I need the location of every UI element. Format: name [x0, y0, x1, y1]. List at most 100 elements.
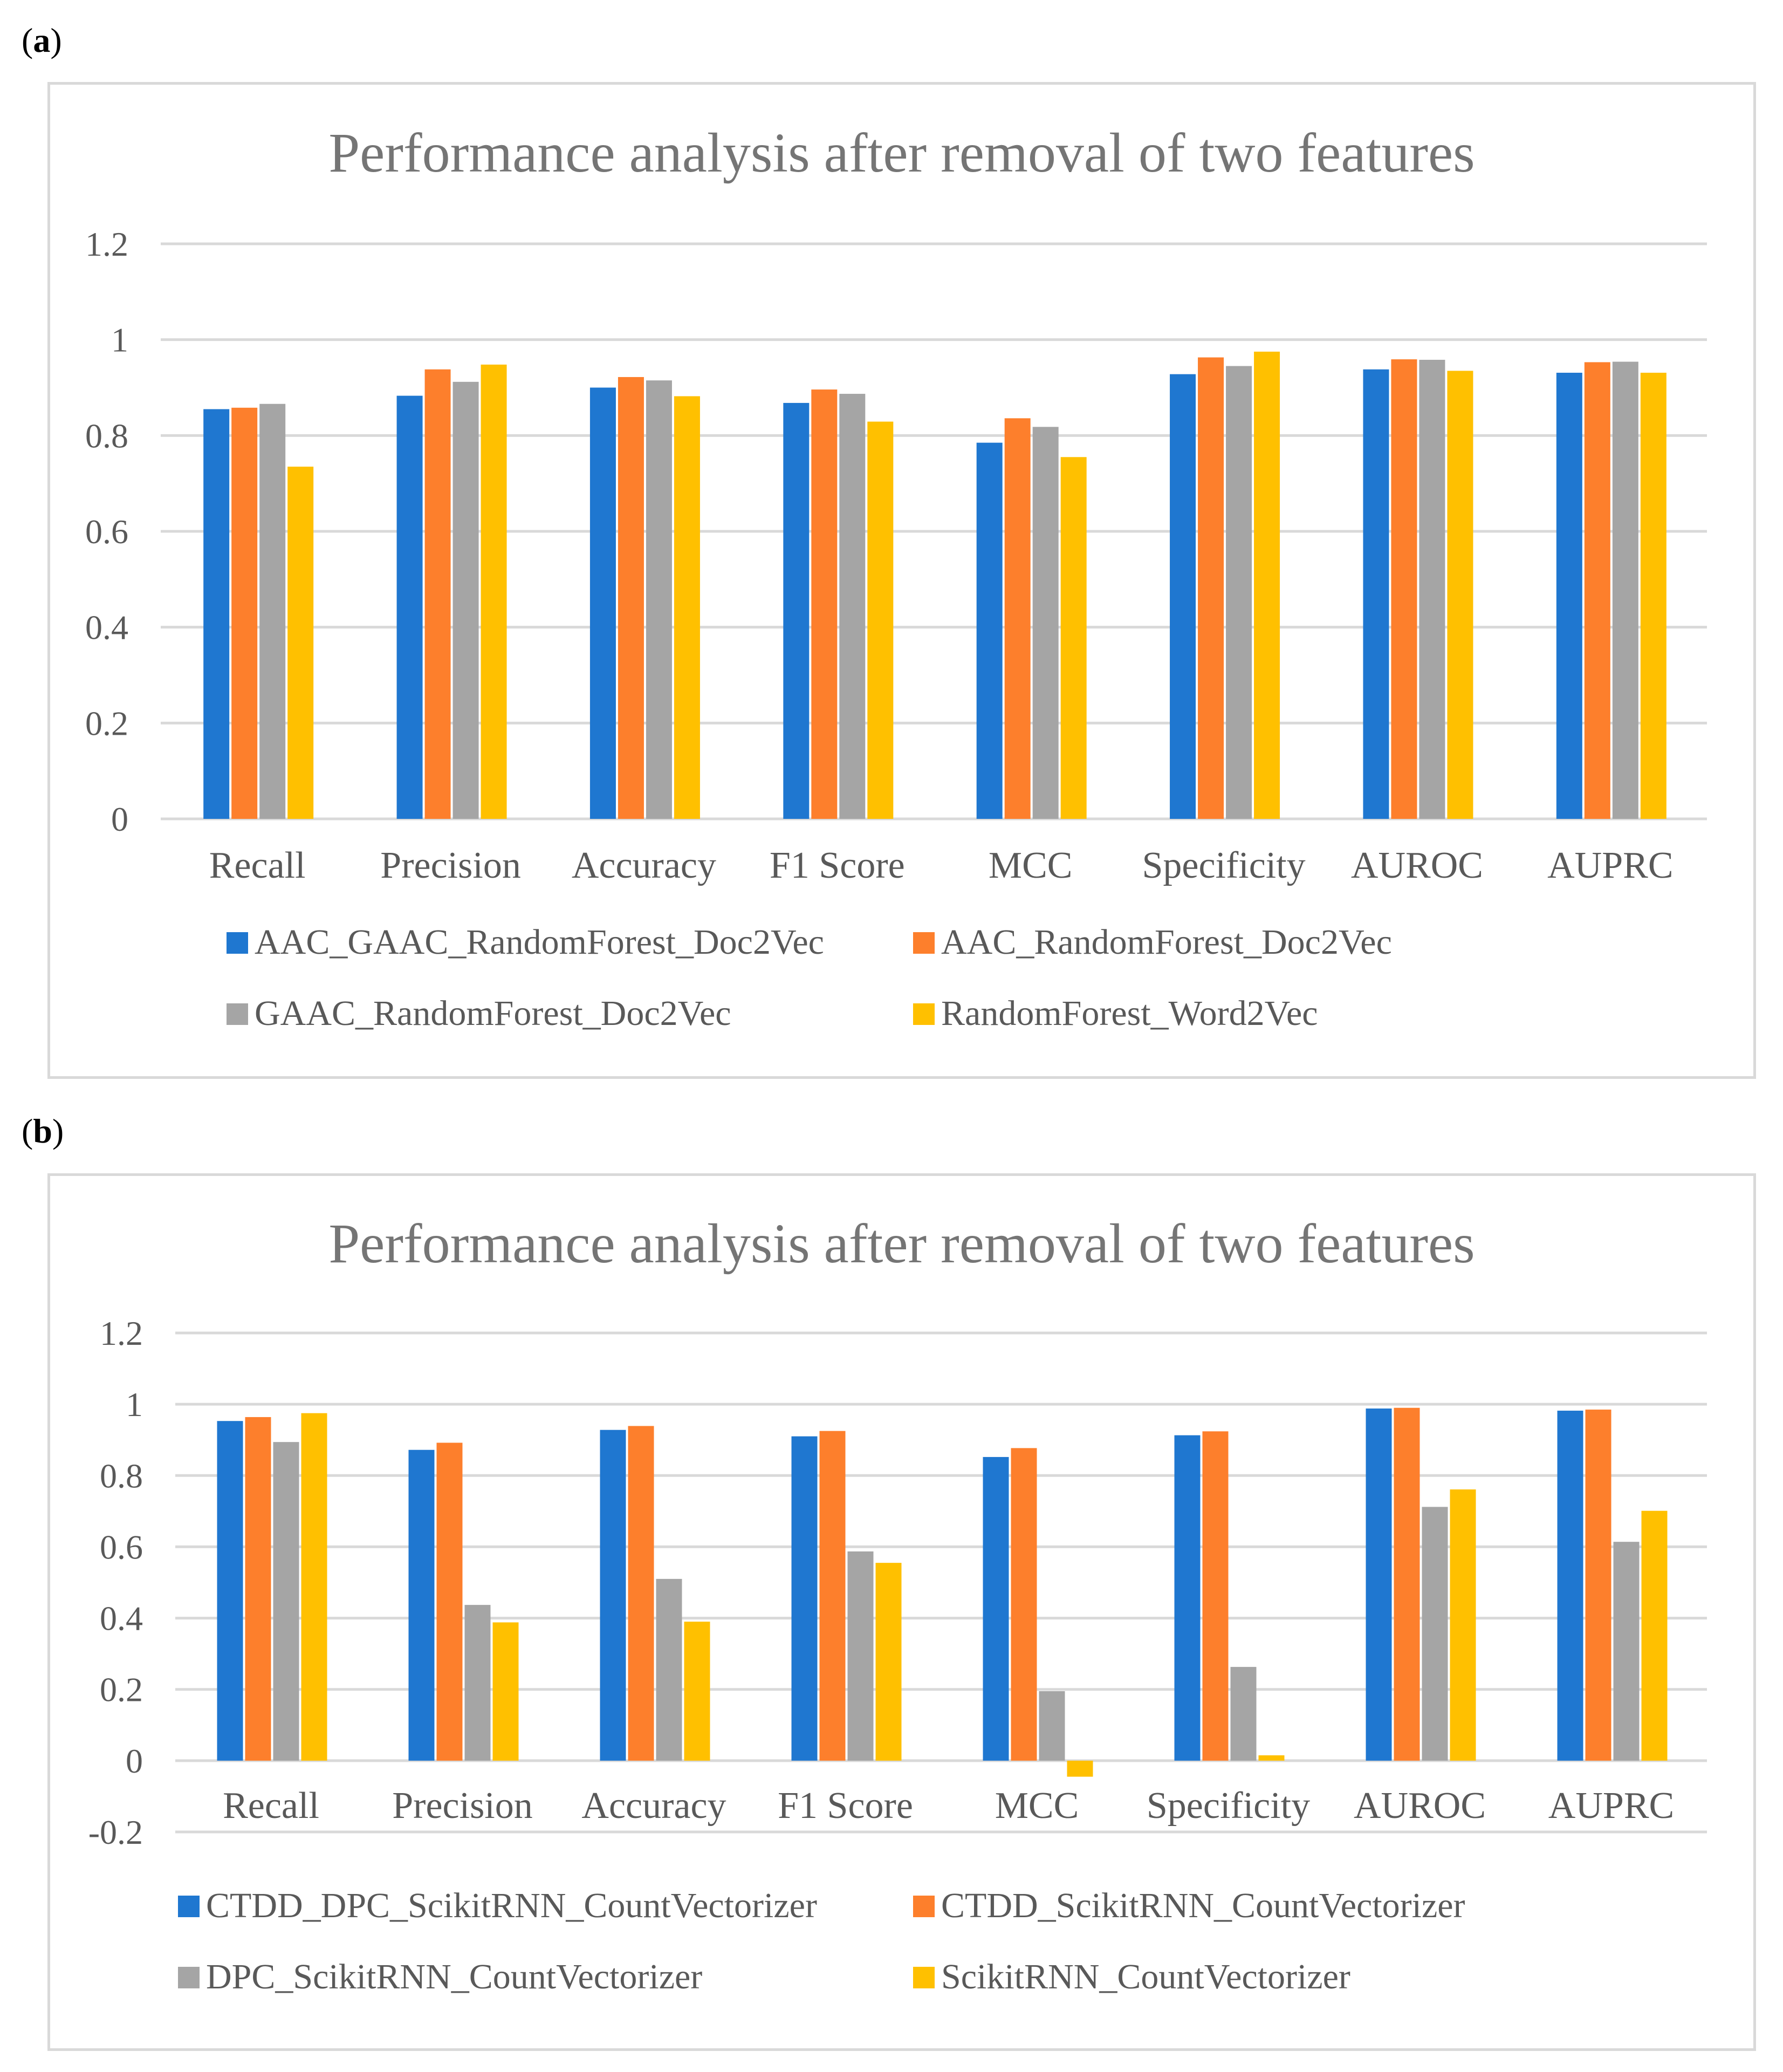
chart-a-bar-AAC_RandomForest_Doc2Vec-AUROC — [1391, 359, 1417, 819]
chart-a-bar-AAC_GAAC_RandomForest_Doc2Vec-Precision — [396, 395, 423, 819]
chart-a-legend-label: RandomForest_Word2Vec — [941, 994, 1318, 1033]
chart-b-legend-swatch — [913, 1967, 935, 1988]
chart-b-y-tick-label: 0.2 — [100, 1671, 143, 1709]
chart-a-bar-RandomForest_Word2Vec-AUROC — [1447, 371, 1473, 819]
chart-b-bar-CTDD_DPC_ScikitRNN_CountVectorizer-AUPRC — [1557, 1411, 1583, 1761]
chart-a-bar-GAAC_RandomForest_Doc2Vec-Recall — [259, 404, 286, 819]
chart-a-bar-AAC_GAAC_RandomForest_Doc2Vec-Specificity — [1170, 374, 1196, 819]
chart-a-bar-AAC_GAAC_RandomForest_Doc2Vec-Accuracy — [589, 387, 616, 819]
chart-a-bar-AAC_RandomForest_Doc2Vec-AUPRC — [1584, 362, 1610, 819]
chart-a-bar-GAAC_RandomForest_Doc2Vec-AUROC — [1419, 359, 1445, 819]
chart-a-bar-GAAC_RandomForest_Doc2Vec-AUPRC — [1612, 361, 1638, 819]
chart-a-x-category-label: Accuracy — [572, 845, 716, 886]
panel-a-label: (a) — [22, 20, 62, 60]
panel-b-label: (b) — [22, 1111, 64, 1151]
chart-a-bar-AAC_GAAC_RandomForest_Doc2Vec-AUROC — [1363, 369, 1389, 819]
chart-b-x-category-label: AUROC — [1354, 1785, 1486, 1827]
chart-b-bar-DPC_ScikitRNN_CountVectorizer-Specificity — [1230, 1667, 1257, 1761]
chart-a-bar-GAAC_RandomForest_Doc2Vec-Precision — [452, 381, 479, 819]
chart-b-bar-ScikitRNN_CountVectorizer-Accuracy — [684, 1622, 710, 1761]
chart-a-legend-label: AAC_RandomForest_Doc2Vec — [941, 922, 1392, 962]
chart-b-x-category-label: Specificity — [1147, 1785, 1310, 1827]
chart-a-bar-RandomForest_Word2Vec-MCC — [1060, 457, 1087, 819]
chart-b-bar-ScikitRNN_CountVectorizer-MCC — [1067, 1760, 1093, 1777]
chart-b-y-tick-label: 0.8 — [100, 1456, 143, 1495]
chart-b-bar-ScikitRNN_CountVectorizer-AUROC — [1450, 1489, 1476, 1761]
chart-a-bar-RandomForest_Word2Vec-AUPRC — [1640, 372, 1667, 819]
chart-b-legend-swatch — [178, 1896, 200, 1917]
chart-a-y-tick-label: 0.2 — [85, 704, 128, 742]
chart-b-bar-ScikitRNN_CountVectorizer-Recall — [301, 1413, 327, 1761]
chart-b-bar-ScikitRNN_CountVectorizer-Specificity — [1258, 1755, 1285, 1761]
chart-b-bar-CTDD_ScikitRNN_CountVectorizer-Recall — [245, 1417, 271, 1761]
panel-b-label-open: ( — [22, 1112, 33, 1150]
panel-a-label-close: ) — [50, 21, 62, 59]
chart-b-y-tick-label: -0.2 — [88, 1813, 143, 1851]
chart-a-y-tick-label: 0.4 — [85, 608, 128, 647]
chart-b-bar-CTDD_DPC_ScikitRNN_CountVectorizer-Recall — [217, 1421, 243, 1761]
chart-a-bar-AAC_RandomForest_Doc2Vec-Specificity — [1198, 357, 1224, 819]
chart-a-bar-AAC_RandomForest_Doc2Vec-Recall — [231, 407, 258, 819]
chart-b-legend-swatch — [178, 1967, 200, 1988]
panel-b-label-close: ) — [52, 1112, 64, 1150]
chart-b-bar-DPC_ScikitRNN_CountVectorizer-Recall — [273, 1442, 299, 1761]
chart-a-legend-swatch — [913, 1003, 935, 1025]
chart-a-bar-AAC_RandomForest_Doc2Vec-Accuracy — [618, 377, 644, 819]
chart-b-legend-label: ScikitRNN_CountVectorizer — [941, 1957, 1350, 1996]
chart-a-bar-GAAC_RandomForest_Doc2Vec-MCC — [1032, 427, 1059, 819]
chart-b-bar-ScikitRNN_CountVectorizer-Precision — [492, 1622, 519, 1761]
chart-a-bar-AAC_GAAC_RandomForest_Doc2Vec-MCC — [976, 442, 1003, 819]
chart-a-x-category-label: AUROC — [1351, 845, 1483, 886]
chart-b-bar-CTDD_DPC_ScikitRNN_CountVectorizer-F1-Score — [791, 1436, 818, 1761]
chart-a-y-tick-label: 0.8 — [85, 416, 128, 455]
chart-b-legend-label: CTDD_DPC_ScikitRNN_CountVectorizer — [206, 1886, 817, 1925]
chart-a-bar-AAC_RandomForest_Doc2Vec-MCC — [1004, 418, 1031, 819]
chart-b-bar-CTDD_DPC_ScikitRNN_CountVectorizer-AUROC — [1366, 1408, 1392, 1761]
chart-b-bar-DPC_ScikitRNN_CountVectorizer-AUPRC — [1613, 1542, 1640, 1761]
chart-a-bar-AAC_RandomForest_Doc2Vec-Precision — [424, 369, 451, 819]
chart-a-y-tick-label: 0 — [111, 800, 128, 838]
chart-a-bar-RandomForest_Word2Vec-F1-Score — [867, 421, 894, 819]
chart-a-bar-GAAC_RandomForest_Doc2Vec-Accuracy — [646, 380, 672, 819]
chart-b-x-category-label: Precision — [392, 1785, 533, 1827]
chart-a-bar-AAC_RandomForest_Doc2Vec-F1-Score — [811, 389, 838, 819]
chart-a-bar-RandomForest_Word2Vec-Accuracy — [674, 396, 700, 819]
chart-b-bar-CTDD_DPC_ScikitRNN_CountVectorizer-MCC — [983, 1456, 1009, 1761]
chart-a-y-tick-label: 1.2 — [85, 225, 128, 263]
chart-b-legend-label: DPC_ScikitRNN_CountVectorizer — [206, 1957, 702, 1996]
chart-b-x-category-label: AUPRC — [1548, 1785, 1674, 1827]
chart-b-x-category-label: Recall — [223, 1785, 319, 1827]
chart-b-bar-ScikitRNN_CountVectorizer-AUPRC — [1641, 1510, 1668, 1761]
chart-b-x-category-label: F1 Score — [778, 1785, 913, 1827]
chart-b-bar-CTDD_ScikitRNN_CountVectorizer-Accuracy — [628, 1426, 654, 1761]
chart-a-bar-AAC_GAAC_RandomForest_Doc2Vec-Recall — [203, 409, 230, 819]
chart-b-bar-CTDD_ScikitRNN_CountVectorizer-AUROC — [1394, 1407, 1420, 1761]
chart-b-bar-CTDD_DPC_ScikitRNN_CountVectorizer-Accuracy — [600, 1430, 626, 1761]
chart-b-legend-swatch — [913, 1896, 935, 1917]
chart-b-bar-ScikitRNN_CountVectorizer-F1-Score — [875, 1563, 902, 1761]
chart-a-bar-RandomForest_Word2Vec-Precision — [481, 364, 507, 819]
chart-a-legend-swatch — [227, 932, 248, 954]
chart-b-bar-CTDD_DPC_ScikitRNN_CountVectorizer-Specificity — [1174, 1435, 1201, 1761]
chart-a-legend-swatch — [227, 1003, 248, 1025]
chart-a-x-category-label: Precision — [380, 845, 521, 886]
panel-a-label-letter: a — [33, 21, 51, 59]
chart-a-x-category-label: AUPRC — [1547, 845, 1673, 886]
chart-a-y-tick-label: 1 — [111, 321, 128, 359]
chart-a-bar-RandomForest_Word2Vec-Recall — [287, 467, 314, 819]
chart-b-bar-CTDD_DPC_ScikitRNN_CountVectorizer-Precision — [408, 1449, 435, 1761]
chart-b-title: Performance analysis after removal of tw… — [328, 1213, 1475, 1275]
chart-b-bar-DPC_ScikitRNN_CountVectorizer-MCC — [1039, 1691, 1065, 1761]
chart-a-y-tick-label: 0.6 — [85, 512, 128, 551]
chart-b-bar-DPC_ScikitRNN_CountVectorizer-Accuracy — [656, 1578, 682, 1761]
chart-b-bar-CTDD_ScikitRNN_CountVectorizer-Precision — [436, 1442, 463, 1761]
chart-a-bar-GAAC_RandomForest_Doc2Vec-F1-Score — [839, 394, 866, 819]
chart-a-bar-GAAC_RandomForest_Doc2Vec-Specificity — [1226, 366, 1252, 819]
chart-b-bar-DPC_ScikitRNN_CountVectorizer-AUROC — [1422, 1507, 1448, 1761]
chart-a-legend-label: AAC_GAAC_RandomForest_Doc2Vec — [255, 922, 824, 962]
chart-a-bar-AAC_GAAC_RandomForest_Doc2Vec-AUPRC — [1556, 372, 1582, 819]
chart-b-y-tick-label: 1 — [126, 1385, 143, 1424]
chart-b-bar-CTDD_ScikitRNN_CountVectorizer-Specificity — [1202, 1431, 1229, 1761]
chart-b-bar-DPC_ScikitRNN_CountVectorizer-Precision — [464, 1605, 491, 1761]
